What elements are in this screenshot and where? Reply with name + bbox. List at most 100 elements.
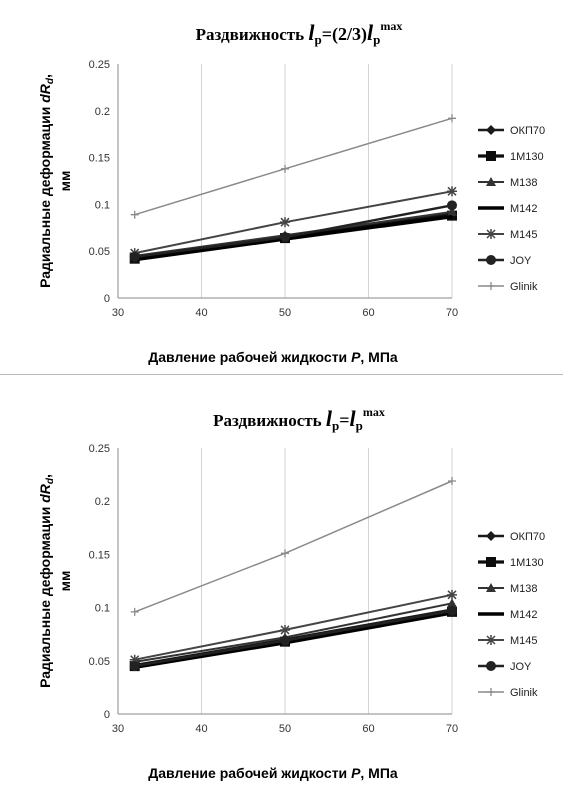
legend-item: M145 <box>478 229 538 241</box>
series-line <box>134 609 453 668</box>
chart-title-sub-2: р <box>356 418 363 433</box>
data-point <box>447 605 457 616</box>
legend-swatch-marker <box>486 151 496 161</box>
legend-swatch-marker <box>486 177 496 186</box>
data-point <box>281 164 289 173</box>
x-tick-label: 60 <box>362 307 374 319</box>
chart-title-sub-2: р <box>373 32 380 47</box>
x-axis-title-var: P <box>351 765 361 781</box>
legend-swatch-marker <box>486 583 496 592</box>
y-tick-label: 0.15 <box>89 549 110 561</box>
x-axis-title-text: Давление рабочей жидкости <box>148 349 351 365</box>
chart-panel-top: Раздвижность lр=(2/3)lрmax 0 0.05 0.1 0.15 0.… <box>0 0 563 372</box>
y-axis-title-line-1: Радиальные деформации dRd, <box>37 74 56 288</box>
legend-label: M138 <box>510 583 538 595</box>
chart-title-var: l <box>308 20 315 45</box>
series-JOY <box>129 200 457 262</box>
y-tick-label: 0 <box>104 709 110 721</box>
legend-swatch-marker <box>486 661 496 671</box>
data-point <box>280 624 290 635</box>
y-tick-label: 0.25 <box>89 443 110 455</box>
chart-title-prefix: Раздвижность <box>196 25 309 44</box>
chart-title-sup: max <box>363 405 385 419</box>
legend-item: M145 <box>478 635 538 647</box>
x-axis-title: Давление рабочей жидкости P, МПа <box>148 349 398 365</box>
data-point <box>281 549 289 558</box>
y-axis-title: Радиальные деформации dRd,мм <box>37 474 73 688</box>
chart-divider <box>0 374 563 375</box>
legend-item: Glinik <box>478 687 538 699</box>
x-tick-label: 70 <box>446 307 458 319</box>
series-JOY <box>129 605 457 672</box>
chart-title-sup: max <box>380 19 402 33</box>
x-tick-label: 40 <box>195 723 207 735</box>
legend: ОКП70 1M130 M138 M142 M145 JOY Glinik <box>478 125 545 293</box>
legend-label: ОКП70 <box>510 531 545 543</box>
series-line <box>134 214 453 262</box>
legend-item: ОКП70 <box>478 125 545 137</box>
y-axis-title-text: Радиальные деформации <box>37 503 53 688</box>
series-line <box>134 210 453 257</box>
data-point <box>129 654 140 665</box>
legend-label: JOY <box>510 255 532 267</box>
legend-item: 1M130 <box>478 557 544 569</box>
series-line <box>134 593 453 661</box>
legend-swatch-marker <box>487 282 495 290</box>
legend-item: M138 <box>478 583 538 595</box>
legend-label: M145 <box>510 635 538 647</box>
chart-title-var: l <box>326 406 333 431</box>
legend-label: M138 <box>510 177 538 189</box>
legend-item: M142 <box>478 609 538 621</box>
x-tick-label: 50 <box>279 723 291 735</box>
legend-swatch-marker <box>486 255 496 265</box>
x-axis-title-var: P <box>351 349 361 365</box>
chart-title-var-2: l <box>367 20 374 45</box>
series-line <box>134 602 453 663</box>
legend-label: 1M130 <box>510 151 544 163</box>
series-M142 <box>134 214 453 262</box>
series-line <box>134 480 453 613</box>
x-tick-label: 30 <box>112 307 124 319</box>
chart-title-sub: р <box>332 418 339 433</box>
data-point <box>447 598 457 608</box>
y-tick-label: 0.05 <box>89 246 110 258</box>
x-tick-label: 60 <box>362 723 374 735</box>
legend-label: M142 <box>510 203 538 215</box>
chart-title-prefix: Раздвижность <box>213 411 326 430</box>
y-axis-title-var: dR <box>37 83 53 103</box>
x-axis-title: Давление рабочей жидкости P, МПа <box>148 765 398 781</box>
y-axis-title-comma: , <box>37 74 53 78</box>
legend-swatch-marker <box>486 229 496 239</box>
legend-item: M142 <box>478 203 538 215</box>
legend: ОКП70 1M130 M138 M142 M145 JOY Glinik <box>478 531 545 699</box>
data-point <box>130 607 139 616</box>
y-tick-label: 0.2 <box>95 496 110 508</box>
chart-panel-bottom: Раздвижность lр=lрmax 0 0.05 0.1 0.15 0.2 0.25… <box>0 384 563 788</box>
legend-swatch-marker <box>486 635 496 645</box>
legend-swatch-marker <box>486 125 496 135</box>
legend-label: JOY <box>510 661 532 673</box>
chart-title-sub: р <box>315 32 322 47</box>
data-point <box>447 206 457 216</box>
x-tick-label: 70 <box>446 723 458 735</box>
y-axis-title-text: Радиальные деформации <box>37 103 53 288</box>
legend-label: Glinik <box>510 281 538 293</box>
data-point <box>129 661 140 672</box>
y-tick-label: 0.25 <box>89 59 110 71</box>
legend-label: M145 <box>510 229 538 241</box>
x-tick-label: 50 <box>279 307 291 319</box>
legend-item: Glinik <box>478 281 538 293</box>
y-tick-label: 0.1 <box>95 603 110 615</box>
legend-item: M138 <box>478 177 538 189</box>
data-point <box>447 589 457 600</box>
legend-label: 1M130 <box>510 557 544 569</box>
x-axis-title-unit: , МПа <box>360 349 398 365</box>
legend-item: JOY <box>478 661 532 673</box>
y-axis-title: Радиальные деформации dRd,мм <box>37 74 73 288</box>
series-M145 <box>129 589 457 665</box>
y-axis-title-line-2: мм <box>57 171 73 192</box>
x-tick-label: 40 <box>195 307 207 319</box>
legend-swatch-marker <box>486 531 496 541</box>
data-point <box>129 251 140 262</box>
y-axis-title-comma: , <box>37 474 53 478</box>
